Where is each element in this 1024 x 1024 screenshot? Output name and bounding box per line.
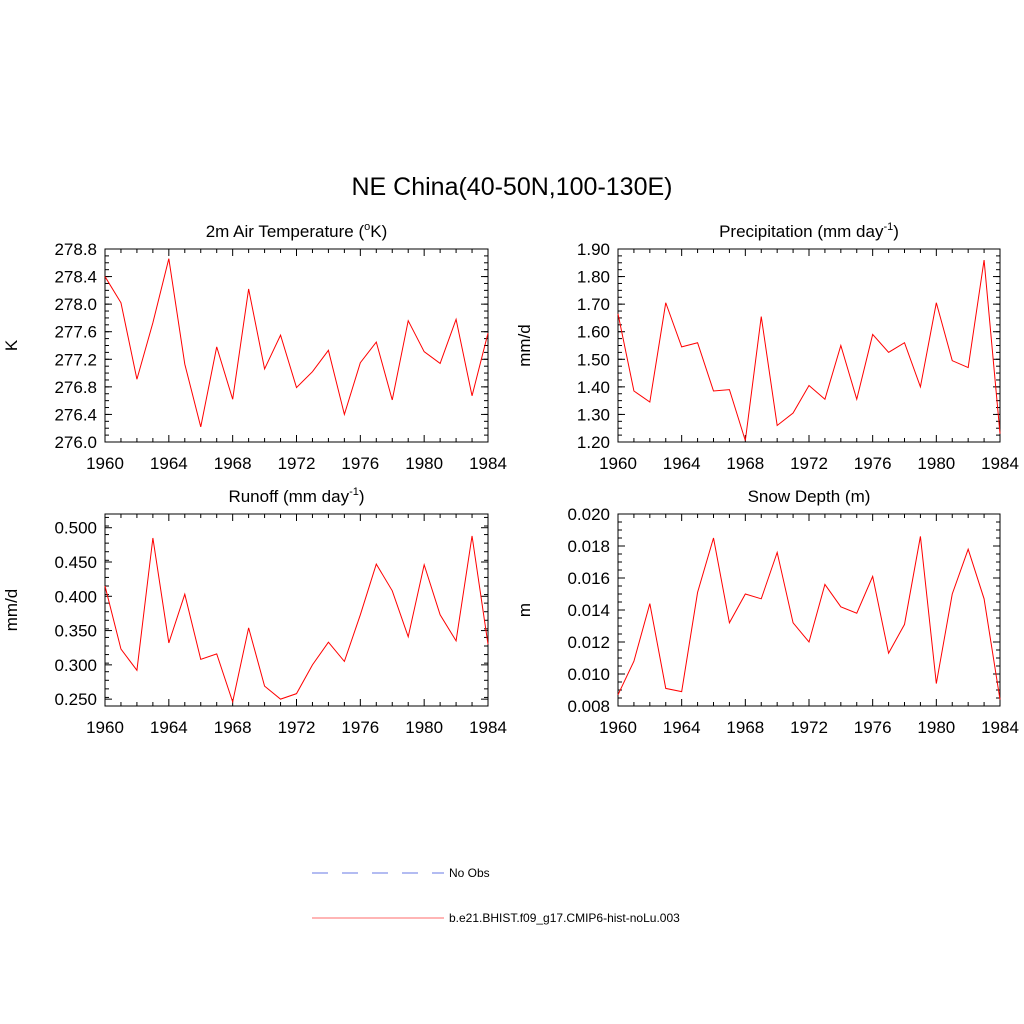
y-tick-label: 1.20 xyxy=(577,433,610,452)
y-tick-label: 0.350 xyxy=(54,622,97,641)
x-tick-label: 1976 xyxy=(341,718,379,737)
x-tick-label: 1964 xyxy=(150,718,188,737)
panel-air-temperature: 2m Air Temperature (oK) K 1960 1964 1968 1972… xyxy=(2,221,507,473)
y-tick-label: 0.016 xyxy=(567,569,610,588)
x-tick-label: 1984 xyxy=(469,718,507,737)
panel-snow-depth: Snow Depth (m) m 1960 1964 1968 1972 1976 1980 1… xyxy=(515,487,1019,737)
x-tick-label: 1972 xyxy=(790,454,828,473)
x-tick-label: 1972 xyxy=(790,718,828,737)
y-tick-label: 0.300 xyxy=(54,656,97,675)
x-tick-label: 1980 xyxy=(405,718,443,737)
x-tick-label: 1968 xyxy=(726,454,764,473)
y-tick-label: 0.450 xyxy=(54,553,97,572)
y-tick-label: 0.008 xyxy=(567,697,610,716)
legend: No Obs b.e21.BHIST.f09_g17.CMIP6-hist-no… xyxy=(312,866,680,925)
y-tick-label: 0.400 xyxy=(54,587,97,606)
x-tick-label: 1964 xyxy=(150,454,188,473)
panel-runoff: Runoff (mm day-1) mm/d 1960 1964 1968 1972 197… xyxy=(2,486,507,737)
x-tick-label: 1960 xyxy=(86,718,124,737)
x-tick-label: 1972 xyxy=(278,454,316,473)
y-tick-label: 1.80 xyxy=(577,268,610,287)
series-line-precipitation xyxy=(617,259,1001,441)
panel-title: 2m Air Temperature (oK) xyxy=(206,221,388,241)
x-tick-label: 1964 xyxy=(663,718,701,737)
legend-label-no-obs: No Obs xyxy=(449,866,490,880)
y-tick-label: 278.8 xyxy=(54,240,97,259)
x-tick-label: 1964 xyxy=(663,454,701,473)
x-tick-label: 1984 xyxy=(469,454,507,473)
y-tick-label: 0.250 xyxy=(54,690,97,709)
y-tick-label: 277.6 xyxy=(54,323,97,342)
plot-frame xyxy=(104,248,489,443)
y-axis-label: mm/d xyxy=(2,589,21,632)
y-tick-label: 0.014 xyxy=(567,601,610,620)
x-tick-label: 1976 xyxy=(854,454,892,473)
y-tick-label: 0.020 xyxy=(567,505,610,524)
x-tick-label: 1976 xyxy=(854,718,892,737)
y-tick-label: 276.0 xyxy=(54,433,97,452)
x-tick-label: 1984 xyxy=(981,718,1019,737)
panel-precipitation: Precipitation (mm day-1) mm/d 1960 1964 1968… xyxy=(515,221,1019,473)
y-axis-label: m xyxy=(515,603,534,617)
y-axis-label: K xyxy=(2,339,21,351)
y-tick-label: 278.4 xyxy=(54,268,97,287)
plot-frame xyxy=(617,513,1001,707)
x-tick-label: 1980 xyxy=(405,454,443,473)
x-tick-label: 1980 xyxy=(917,718,955,737)
panel-title: Snow Depth (m) xyxy=(748,487,871,506)
x-tick-label: 1976 xyxy=(341,454,379,473)
panel-title: Precipitation (mm day-1) xyxy=(719,221,899,241)
y-tick-label: 1.90 xyxy=(577,240,610,259)
y-tick-label: 1.50 xyxy=(577,350,610,369)
y-tick-label: 1.40 xyxy=(577,378,610,397)
y-tick-label: 278.0 xyxy=(54,295,97,314)
x-tick-label: 1984 xyxy=(981,454,1019,473)
y-tick-label: 276.8 xyxy=(54,378,97,397)
x-tick-label: 1980 xyxy=(917,454,955,473)
y-tick-label: 1.30 xyxy=(577,405,610,424)
series-line-snow-depth xyxy=(617,536,1001,700)
y-tick-label: 1.70 xyxy=(577,295,610,314)
x-tick-label: 1968 xyxy=(726,718,764,737)
plot-frame xyxy=(617,248,1001,443)
y-tick-label: 1.60 xyxy=(577,323,610,342)
y-tick-label: 276.4 xyxy=(54,405,97,424)
series-line-air-temperature xyxy=(104,258,489,427)
x-tick-label: 1960 xyxy=(86,454,124,473)
plot-frame xyxy=(104,513,489,707)
x-tick-label: 1968 xyxy=(214,454,252,473)
y-tick-label: 277.2 xyxy=(54,350,97,369)
x-tick-label: 1960 xyxy=(599,718,637,737)
x-tick-label: 1960 xyxy=(599,454,637,473)
y-tick-label: 0.500 xyxy=(54,519,97,538)
x-tick-label: 1968 xyxy=(214,718,252,737)
y-tick-label: 0.012 xyxy=(567,633,610,652)
series-line-runoff xyxy=(104,535,489,704)
legend-label-model: b.e21.BHIST.f09_g17.CMIP6-hist-noLu.003 xyxy=(449,911,680,925)
x-tick-label: 1972 xyxy=(278,718,316,737)
panel-title: Runoff (mm day-1) xyxy=(228,486,364,506)
y-tick-label: 0.018 xyxy=(567,537,610,556)
y-tick-label: 0.010 xyxy=(567,665,610,684)
y-axis-label: mm/d xyxy=(515,324,534,367)
figure-title: NE China(40-50N,100-130E) xyxy=(351,173,672,201)
